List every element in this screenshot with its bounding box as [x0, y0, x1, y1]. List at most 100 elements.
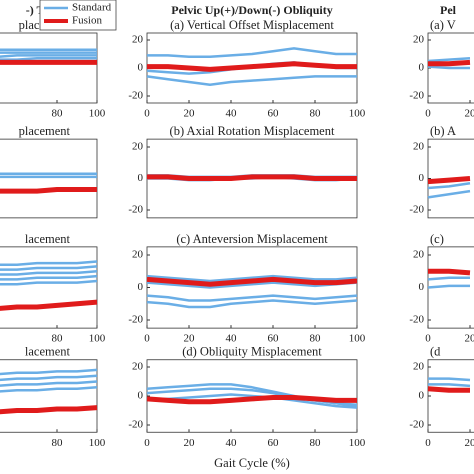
- data-line: [0, 56, 97, 61]
- x-tick-label: 20: [465, 333, 474, 345]
- panel: -20 0 20 (b) A: [409, 124, 474, 219]
- legend-label: Fusion: [72, 15, 102, 27]
- panel: 80 100 lacement: [0, 345, 106, 449]
- y-tick-label: 20: [132, 249, 144, 261]
- data-line: [428, 268, 471, 276]
- y-tick-label: 20: [132, 34, 144, 46]
- x-tick-label: 60: [268, 437, 280, 449]
- axes-box: [427, 359, 474, 433]
- data-line: [427, 386, 470, 393]
- legend-box: [39, 0, 117, 31]
- x-tick-label: 80: [52, 437, 64, 449]
- x-tick-label: 0: [144, 108, 150, 120]
- panel-title: (a) Vertical Offset Misplacement: [170, 18, 334, 32]
- x-tick-label: 0: [144, 437, 150, 449]
- y-tick-label: 20: [132, 141, 144, 153]
- axes-box: [0, 246, 98, 329]
- data-line: [147, 174, 357, 181]
- data-line: [427, 181, 471, 190]
- axes-box: [0, 138, 98, 219]
- x-tick-label: 20: [465, 108, 474, 120]
- x-tick-label: 60: [268, 333, 280, 345]
- x-tick-label: 0: [144, 333, 150, 345]
- data-line: [147, 47, 357, 59]
- data-line: [146, 281, 358, 289]
- panel: -20 0 20 (b) Axial Rotation Misplacement: [128, 124, 358, 219]
- data-line: [427, 56, 471, 63]
- panel-title: (b) Axial Rotation Misplacement: [170, 124, 335, 138]
- x-tick-label: 80: [310, 108, 322, 120]
- data-line: [146, 299, 358, 309]
- x-tick-label: 100: [89, 333, 106, 345]
- panel-title: (d: [430, 345, 441, 359]
- panel-title: (a) V: [430, 18, 456, 32]
- data-line: [427, 176, 471, 185]
- x-tick-label: 80: [310, 437, 322, 449]
- data-line: [0, 386, 98, 393]
- x-tick-label: 20: [184, 108, 196, 120]
- y-tick-label: 0: [419, 172, 425, 184]
- data-line: [0, 274, 98, 281]
- plots: 80100placement-) Tiltplacement80100lacem…: [0, 3, 474, 449]
- data-line: [0, 405, 98, 415]
- y-tick-label: 0: [138, 62, 144, 74]
- axes-box: [0, 32, 98, 104]
- y-tick-label: -20: [409, 419, 424, 431]
- y-tick-label: 0: [138, 390, 144, 402]
- data-line: [0, 54, 97, 58]
- x-tick-label: 80: [52, 108, 64, 120]
- data-line: [146, 276, 358, 287]
- y-tick-label: 20: [132, 361, 144, 373]
- x-tick-label: 0: [425, 108, 431, 120]
- data-line: [146, 394, 357, 405]
- panel-title: lacement: [25, 232, 71, 246]
- y-tick-label: -20: [128, 204, 143, 216]
- panel-title: (b) A: [430, 124, 456, 138]
- legend-label: Standard: [72, 2, 112, 14]
- x-axis-label: Gait Cycle (%): [214, 456, 290, 470]
- y-tick-label: -20: [128, 90, 143, 102]
- data-line: [427, 276, 470, 281]
- y-tick-label: 20: [413, 361, 425, 373]
- y-tick-label: 0: [138, 172, 144, 184]
- x-tick-label: 100: [349, 108, 366, 120]
- column-header: Pelvic Up(+)/Down(-) Obliquity: [171, 3, 333, 17]
- y-tick-label: -20: [409, 90, 424, 102]
- axes-box: [0, 359, 98, 433]
- x-tick-label: 100: [349, 437, 366, 449]
- x-tick-label: 20: [184, 437, 196, 449]
- x-tick-label: 0: [425, 437, 431, 449]
- data-line: [0, 187, 97, 194]
- data-line: [0, 51, 97, 54]
- y-tick-label: -20: [128, 419, 143, 431]
- panel-title: (c) Anteversion Misplacement: [176, 232, 328, 246]
- x-tick-label: 100: [349, 333, 366, 345]
- x-tick-label: 20: [184, 333, 196, 345]
- x-tick-label: 40: [226, 437, 238, 449]
- data-line: [427, 189, 471, 199]
- y-tick-label: -20: [409, 314, 424, 326]
- panel-title: lacement: [25, 345, 71, 359]
- panel-title: (d) Obliquity Misplacement: [182, 345, 322, 359]
- x-tick-label: 0: [425, 333, 431, 345]
- data-line: [428, 377, 471, 382]
- y-tick-label: 0: [419, 281, 425, 293]
- y-tick-label: 0: [419, 62, 425, 74]
- x-tick-label: 20: [465, 437, 474, 449]
- data-line: [0, 265, 98, 271]
- data-line: [0, 368, 98, 376]
- y-tick-label: 20: [413, 141, 425, 153]
- axes-box: [146, 246, 358, 329]
- data-line: [0, 260, 98, 266]
- y-tick-label: -20: [128, 314, 143, 326]
- x-tick-label: 80: [52, 333, 64, 345]
- data-line: [147, 393, 358, 409]
- data-line: [0, 279, 98, 286]
- x-tick-label: 40: [226, 333, 238, 345]
